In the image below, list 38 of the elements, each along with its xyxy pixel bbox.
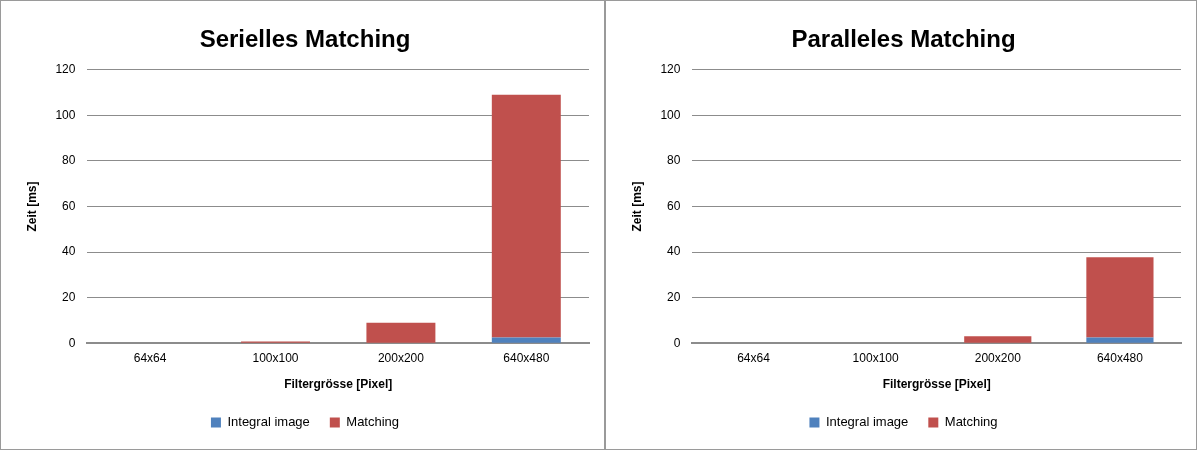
y-tick-label: 20	[62, 289, 76, 304]
y-tick-label: 0	[673, 335, 681, 350]
bar	[964, 336, 1032, 343]
y-tick-label: 40	[667, 244, 681, 259]
y-tick-label: 40	[62, 244, 76, 259]
bar	[491, 337, 561, 343]
x-tick-label: 64x64	[737, 350, 771, 365]
x-tick-label: 64x64	[133, 350, 167, 365]
y-tick-label: 60	[667, 198, 681, 213]
y-tick-label: 120	[55, 62, 76, 77]
x-tick-label: 200x200	[377, 350, 425, 365]
y-tick-label: 100	[55, 107, 76, 122]
x-tick-label: 100x100	[252, 350, 299, 365]
legend-label: Matching	[944, 414, 998, 430]
x-axis-title: Filtergrösse [Pixel]	[284, 377, 393, 392]
chart-title: Serielles Matching	[199, 25, 411, 53]
x-tick-label: 640x480	[1096, 350, 1144, 365]
y-tick-label: 80	[62, 153, 76, 168]
x-tick-label: 640x480	[503, 350, 550, 365]
y-tick-label: 0	[68, 335, 76, 350]
bar	[366, 322, 436, 343]
chart-title: Paralleles Matching	[791, 25, 1016, 53]
x-tick-label: 100x100	[852, 350, 899, 365]
y-axis-title: Zeit [ms]	[629, 181, 644, 232]
y-tick-label: 60	[62, 198, 76, 213]
legend-label: Integral image	[227, 414, 310, 430]
x-tick-label: 200x200	[974, 350, 1022, 365]
y-axis-title: Zeit [ms]	[24, 181, 39, 232]
y-tick-label: 120	[660, 62, 681, 77]
y-tick-label: 20	[667, 289, 681, 304]
bar	[1086, 337, 1154, 343]
y-tick-label: 100	[660, 107, 681, 122]
x-axis-title: Filtergrösse [Pixel]	[882, 377, 991, 392]
legend-label: Integral image	[825, 414, 909, 430]
legend-label: Matching	[346, 414, 400, 430]
y-tick-label: 80	[667, 153, 681, 168]
bar	[1086, 257, 1154, 338]
bar	[491, 94, 561, 338]
